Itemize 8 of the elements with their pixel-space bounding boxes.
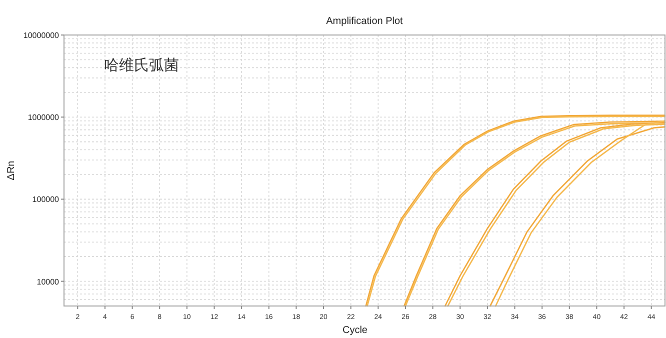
y-tick-label: 10000 [36,277,60,286]
y-tick-label: 1000000 [28,113,60,122]
chart-title: Amplification Plot [326,16,404,27]
y-axis-title: ΔRn [6,160,17,180]
annotation: 哈维氏弧菌 [104,57,179,74]
x-axis-title: Cycle [342,325,368,336]
y-tick-label: 10000000 [23,31,60,40]
y-tick-label: 100000 [32,195,60,204]
